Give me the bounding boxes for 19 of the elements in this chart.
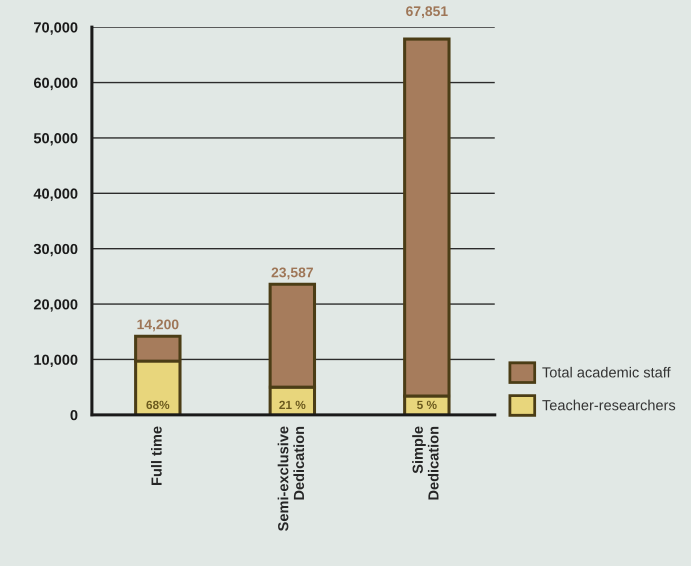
- y-tick-label: 30,000: [34, 244, 78, 256]
- total-label: 67,851: [406, 6, 448, 18]
- total-label: 14,200: [137, 319, 178, 332]
- y-tick-label: 20,000: [34, 299, 78, 312]
- y-tick-label: 70,000: [34, 22, 78, 35]
- y-tick-label: 10,000: [34, 354, 78, 368]
- x-tick-label: Full time: [151, 426, 162, 485]
- x-tick-label: Semi-exclusive Dedication: [278, 426, 304, 531]
- annotation: 5 %: [417, 400, 437, 410]
- legend-label: Total academic staff: [542, 366, 671, 378]
- annotation: 21 %: [279, 400, 306, 410]
- total-label: 23,587: [272, 267, 313, 280]
- y-tick-label: 40,000: [34, 188, 78, 201]
- legend-label: Teacher-researchers: [542, 400, 676, 410]
- y-tick-label: 0: [70, 410, 78, 420]
- x-tick-label: Simple Dedication: [412, 426, 439, 500]
- annotation: 68%: [146, 400, 170, 410]
- y-tick-label: 50,000: [34, 133, 78, 146]
- y-tick-label: 60,000: [34, 78, 78, 90]
